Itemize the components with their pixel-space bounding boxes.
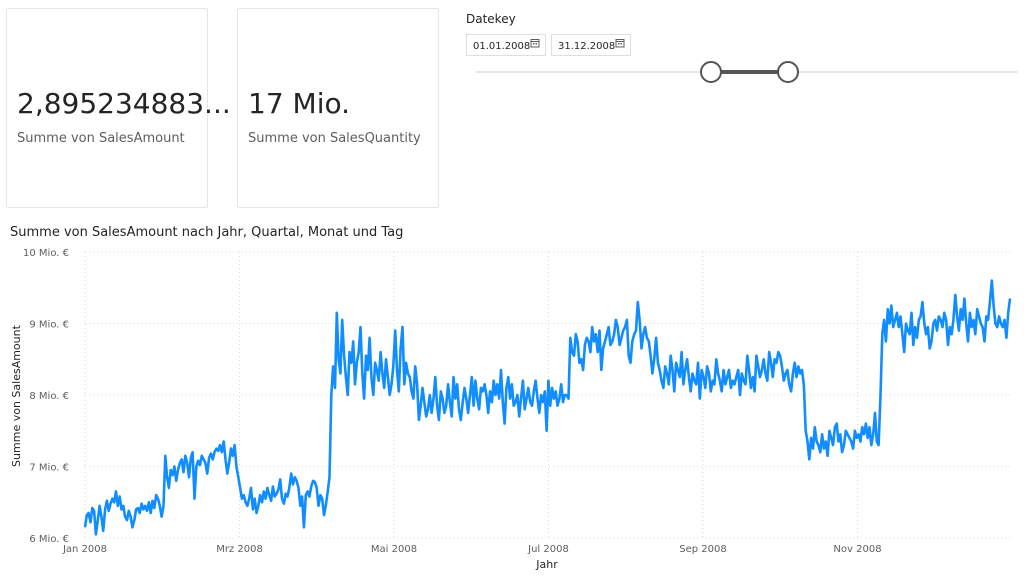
y-tick-label: 6 Mio. € bbox=[29, 534, 69, 545]
sales-quantity-value: 17 Mio. bbox=[248, 87, 351, 120]
slicer-title: Datekey bbox=[466, 12, 516, 26]
y-tick-label: 10 Mio. € bbox=[23, 248, 69, 259]
gridlines bbox=[84, 251, 1012, 539]
range-end-handle[interactable] bbox=[777, 61, 799, 83]
x-tick-label: Sep 2008 bbox=[679, 544, 726, 555]
y-tick-label: 7 Mio. € bbox=[29, 463, 69, 474]
y-tick-label: 9 Mio. € bbox=[29, 320, 69, 331]
x-tick-label: Jan 2008 bbox=[62, 544, 107, 555]
x-tick-label: Jul 2008 bbox=[527, 544, 569, 555]
y-axis-label: Summe von SalesAmount bbox=[10, 324, 23, 467]
date-from-input[interactable]: 01.01.2008 bbox=[466, 34, 546, 56]
date-range-fill bbox=[710, 70, 788, 74]
y-tick-label: 8 Mio. € bbox=[29, 391, 69, 402]
sales-quantity-card[interactable]: 17 Mio. Summe von SalesQuantity bbox=[237, 8, 439, 208]
x-axis-ticks: Jan 2008 Mrz 2008 Mai 2008 Jul 2008 Sep 2008… bbox=[62, 544, 882, 555]
sales-amount-value: 2,895234883... bbox=[17, 87, 231, 120]
date-to-input[interactable]: 31.12.2008 bbox=[551, 34, 631, 56]
calendar-icon[interactable] bbox=[615, 38, 625, 48]
date-to-value: 31.12.2008 bbox=[558, 41, 616, 52]
x-tick-label: Mai 2008 bbox=[371, 544, 417, 555]
sales-amount-card[interactable]: 2,895234883... Summe von SalesAmount bbox=[6, 8, 231, 208]
x-axis-label: Jahr bbox=[535, 558, 558, 571]
line-chart: 6 Mio. € 7 Mio. € 8 Mio. € 9 Mio. € 10 Mio. … bbox=[10, 248, 1012, 571]
sales-quantity-label: Summe von SalesQuantity bbox=[248, 131, 421, 146]
x-tick-label: Nov 2008 bbox=[833, 544, 881, 555]
calendar-icon[interactable] bbox=[530, 38, 540, 48]
sales-amount-line[interactable] bbox=[83, 279, 1012, 536]
date-from-value: 01.01.2008 bbox=[473, 41, 531, 52]
range-start-handle[interactable] bbox=[700, 61, 722, 83]
chart-title: Summe von SalesAmount nach Jahr, Quartal… bbox=[10, 225, 404, 240]
y-axis-ticks: 6 Mio. € 7 Mio. € 8 Mio. € 9 Mio. € 10 Mio. … bbox=[23, 248, 69, 545]
x-tick-label: Mrz 2008 bbox=[216, 544, 263, 555]
date-slicer: Datekey 01.01.2008 31.12.2008 bbox=[466, 10, 636, 90]
sales-amount-label: Summe von SalesAmount bbox=[17, 131, 185, 146]
